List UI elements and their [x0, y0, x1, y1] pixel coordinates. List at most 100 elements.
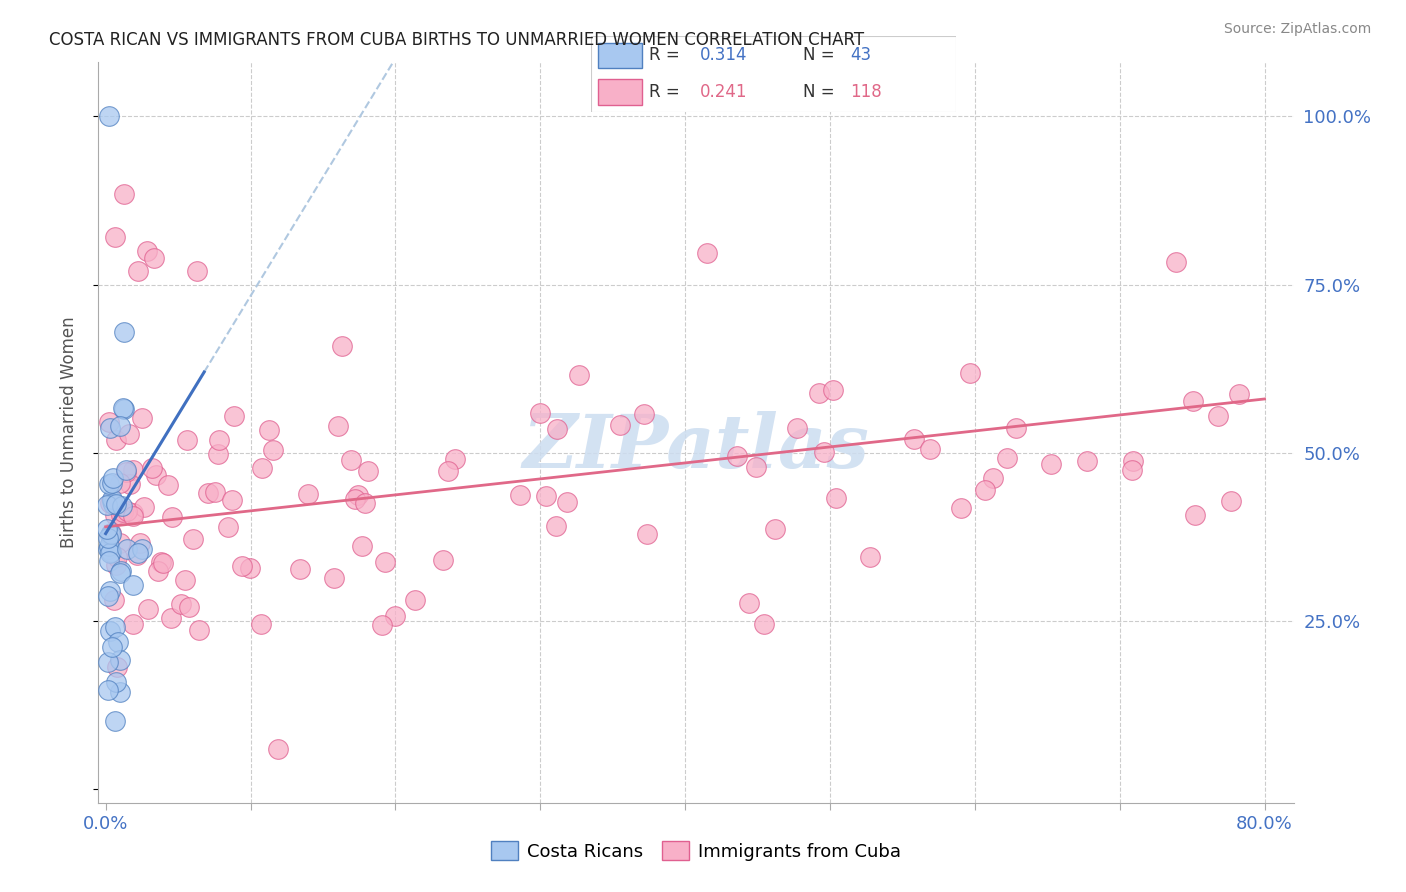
Legend: Costa Ricans, Immigrants from Cuba: Costa Ricans, Immigrants from Cuba [484, 834, 908, 868]
Point [340, 452, 363, 467]
Point [252, 461, 274, 475]
Text: 118: 118 [851, 83, 882, 101]
Point [534, 489, 557, 503]
Point [322, 571, 344, 585]
Point [101, 498, 124, 512]
Point [181, 532, 204, 546]
Point [995, 450, 1018, 465]
Point [121, 509, 143, 524]
Point [636, 526, 658, 541]
Point [114, 325, 136, 339]
Point [432, 553, 454, 567]
Point [108, 419, 131, 434]
Point [97, 109, 120, 123]
Point [1184, 508, 1206, 523]
Point [131, 542, 153, 557]
Point [104, 714, 127, 729]
Point [267, 742, 290, 756]
Point [104, 620, 127, 634]
Point [187, 623, 209, 637]
Point [96, 522, 118, 536]
Point [122, 463, 145, 477]
Point [207, 447, 229, 461]
Point [609, 417, 631, 432]
Point [118, 426, 141, 441]
Point [115, 465, 138, 479]
Text: 0.314: 0.314 [700, 46, 748, 64]
Point [174, 573, 197, 587]
Point [1121, 463, 1143, 477]
Point [100, 492, 122, 507]
Text: 0.241: 0.241 [700, 83, 748, 101]
Point [208, 434, 231, 448]
Point [288, 562, 311, 576]
Point [786, 420, 808, 434]
Point [98, 415, 121, 429]
Point [250, 617, 273, 632]
Point [217, 520, 239, 534]
Point [1206, 409, 1229, 423]
Point [98, 546, 121, 560]
Point [404, 592, 426, 607]
Point [98, 624, 121, 638]
Point [903, 432, 925, 446]
Point [97, 531, 120, 545]
Point [152, 556, 174, 570]
Point [371, 617, 394, 632]
Point [100, 527, 122, 541]
FancyBboxPatch shape [598, 43, 641, 69]
Point [509, 488, 531, 502]
Point [131, 410, 153, 425]
Point [257, 423, 280, 437]
Point [346, 487, 368, 501]
Point [98, 477, 121, 491]
Point [176, 433, 198, 447]
Point [529, 406, 551, 420]
Point [350, 539, 373, 553]
Point [115, 542, 138, 557]
Point [105, 434, 128, 448]
Point [104, 230, 127, 244]
Point [1005, 421, 1028, 435]
Text: N =: N = [803, 83, 839, 101]
Point [959, 367, 981, 381]
Point [1122, 454, 1144, 468]
Point [110, 536, 132, 550]
Point [330, 339, 353, 353]
Point [96, 589, 118, 603]
Point [100, 545, 122, 559]
Point [111, 401, 134, 415]
Text: 43: 43 [851, 46, 872, 64]
Point [100, 496, 122, 510]
Point [110, 566, 132, 581]
Point [738, 596, 761, 610]
Point [357, 464, 380, 478]
Y-axis label: Births to Unmarried Women: Births to Unmarried Women [59, 317, 77, 549]
Point [920, 442, 942, 456]
Point [96, 541, 118, 556]
Point [262, 442, 284, 457]
Point [105, 497, 128, 511]
Point [97, 683, 120, 698]
Point [859, 549, 882, 564]
Point [98, 421, 121, 435]
Point [110, 564, 132, 578]
Point [1076, 453, 1098, 467]
Point [101, 471, 124, 485]
Point [127, 264, 149, 278]
Point [546, 422, 568, 436]
Point [129, 535, 152, 549]
Point [97, 539, 120, 553]
Point [170, 597, 193, 611]
Point [177, 599, 200, 614]
Text: N =: N = [803, 46, 839, 64]
Point [98, 527, 121, 541]
Point [150, 555, 173, 569]
Text: Source: ZipAtlas.com: Source: ZipAtlas.com [1223, 22, 1371, 37]
Point [100, 526, 122, 541]
Point [127, 548, 149, 562]
Point [384, 608, 406, 623]
Point [1220, 494, 1243, 508]
Point [326, 419, 349, 434]
Point [696, 245, 718, 260]
